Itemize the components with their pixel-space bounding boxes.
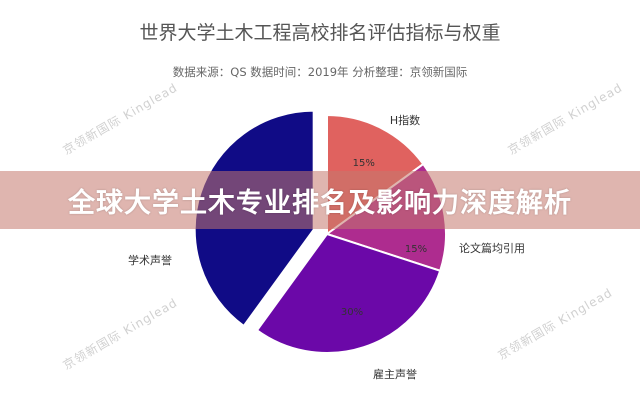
title-banner: 全球大学土木专业排名及影响力深度解析 [0,171,640,229]
slice-value-label: 15% [353,158,375,169]
banner-text: 全球大学土木专业排名及影响力深度解析 [68,187,572,219]
slice-name-label: 学术声誉 [128,253,172,267]
chart-title: 世界大学土木工程高校排名评估指标与权重 [139,22,501,44]
chart-subtitle: 数据来源：QS 数据时间：2019年 分析整理：京领新国际 [172,65,468,79]
slice-value-label: 30% [341,307,363,318]
slice-value-label: 15% [405,244,427,255]
slice-name-label: 论文篇均引用 [459,241,525,255]
slice-name-label: H指数 [390,113,420,127]
slice-name-label: 雇主声誉 [373,367,417,381]
pie-slice-3 [255,232,442,354]
